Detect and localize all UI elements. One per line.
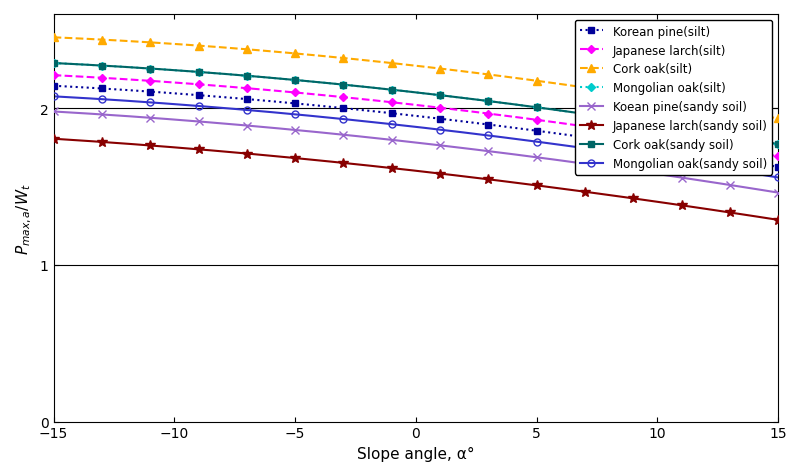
X-axis label: Slope angle, α°: Slope angle, α° xyxy=(357,446,475,461)
Y-axis label: $P_{max,a}/W_t$: $P_{max,a}/W_t$ xyxy=(15,183,34,254)
Legend: Korean pine(silt), Japanese larch(silt), Cork oak(silt), Mongolian oak(silt), Ko: Korean pine(silt), Japanese larch(silt),… xyxy=(575,21,772,175)
